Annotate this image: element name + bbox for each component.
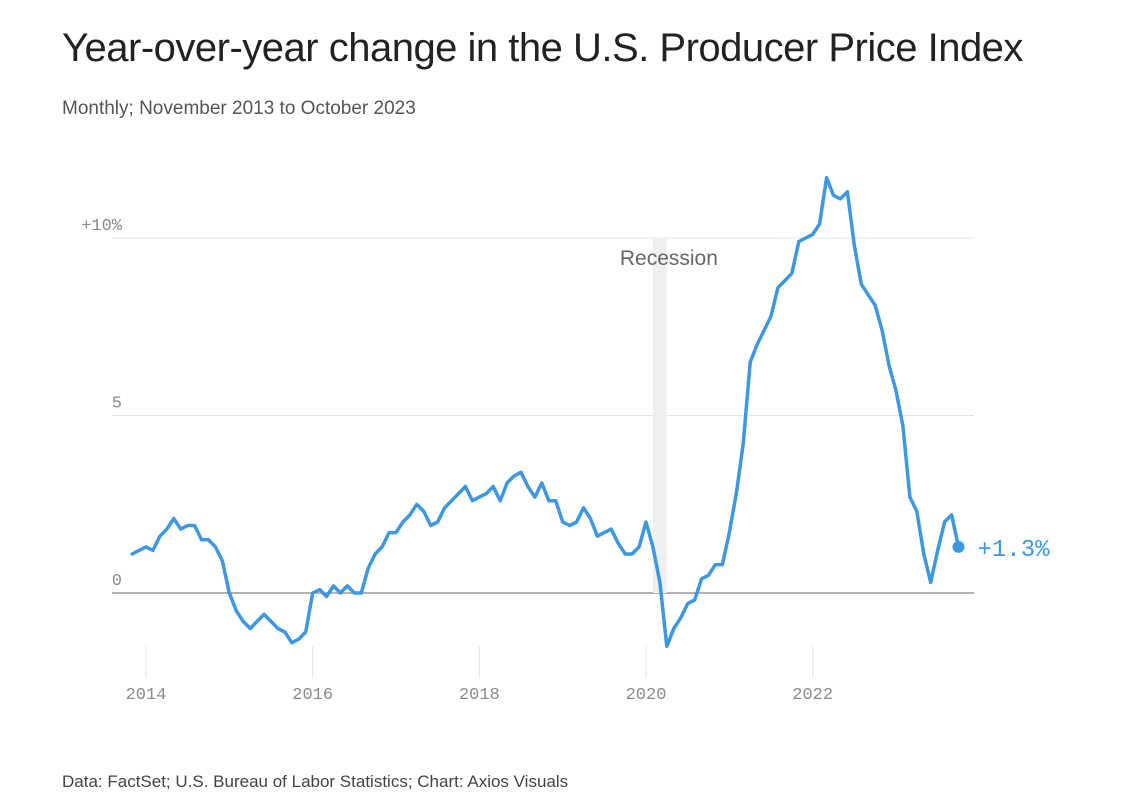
source-note: Data: FactSet; U.S. Bureau of Labor Stat… bbox=[62, 772, 569, 791]
y-tick-label: 5 bbox=[112, 395, 122, 414]
end-point-marker bbox=[952, 540, 965, 553]
series-layer bbox=[130, 175, 965, 649]
recession-layer bbox=[652, 238, 667, 593]
label-layer: +10% 5 0 2014 2016 2018 2020 2022 Recession +1.3% bbox=[81, 217, 1050, 705]
recession-label: Recession bbox=[620, 247, 718, 270]
recession-band bbox=[652, 238, 667, 593]
x-tick-label: 2022 bbox=[792, 686, 833, 705]
y-tick-label: +10% bbox=[81, 217, 123, 236]
chart-title: Year-over-year change in the U.S. Produc… bbox=[62, 26, 1023, 70]
ppi-line bbox=[130, 175, 961, 649]
grid-layer bbox=[112, 237, 974, 678]
x-tick-label: 2014 bbox=[126, 686, 167, 705]
x-tick-label: 2018 bbox=[459, 686, 500, 705]
x-tick-label: 2016 bbox=[292, 686, 333, 705]
end-value-label: +1.3% bbox=[978, 537, 1051, 564]
y-tick-label: 0 bbox=[112, 572, 122, 591]
x-tick-label: 2020 bbox=[626, 686, 667, 705]
chart-subtitle: Monthly; November 2013 to October 2023 bbox=[62, 98, 416, 119]
